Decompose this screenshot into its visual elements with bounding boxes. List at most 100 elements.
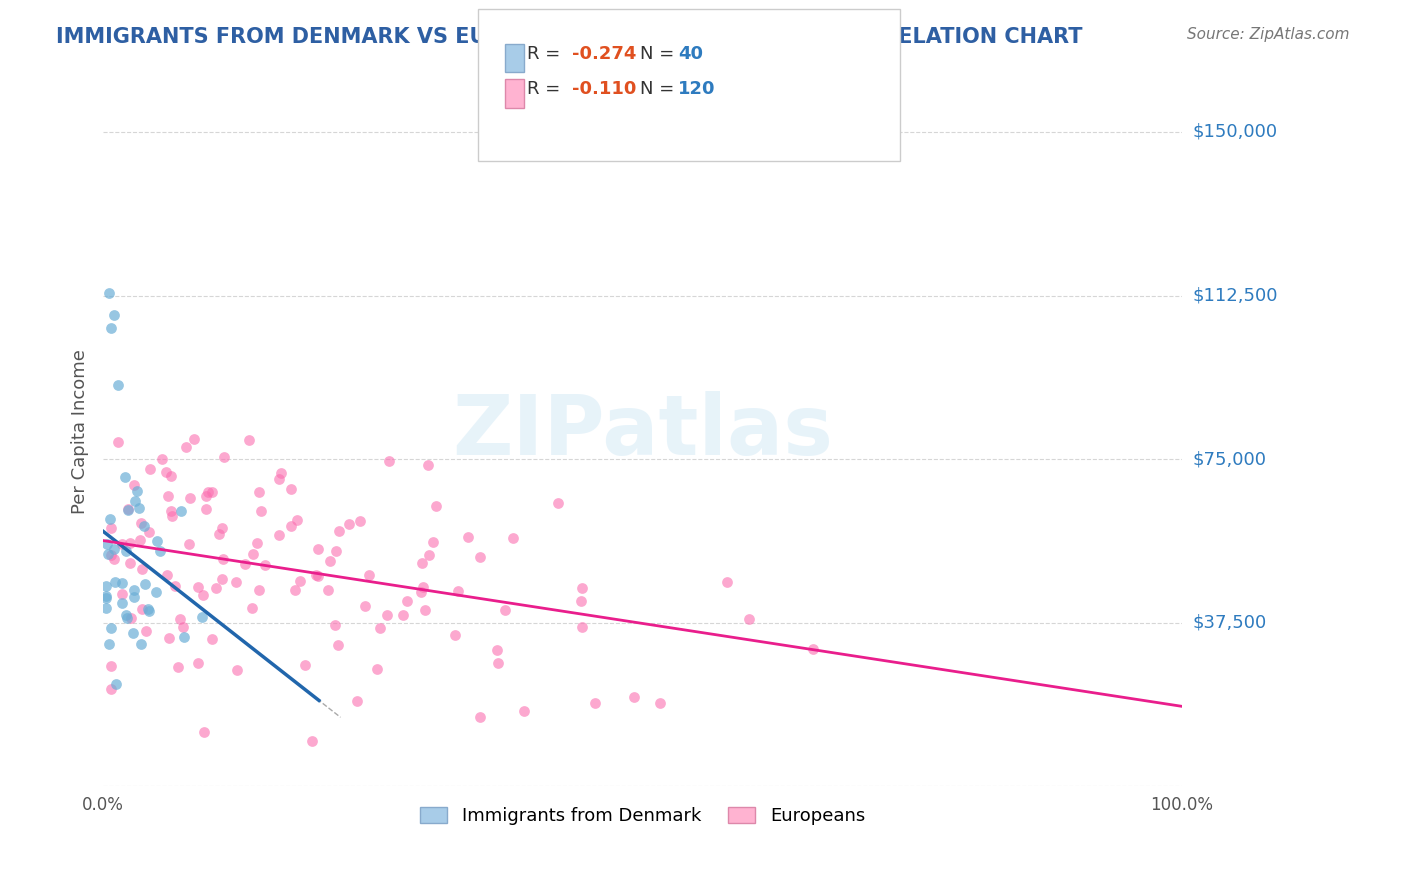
Point — [100, 622, 122, 636]
Point — [115, 610, 138, 624]
Point — [337, 517, 360, 532]
Point — [120, 610, 142, 624]
Point — [172, 619, 194, 633]
Point — [197, 485, 219, 500]
Point — [502, 532, 524, 546]
Point — [305, 568, 328, 582]
Text: R =: R = — [527, 45, 567, 62]
Point — [96, 591, 118, 605]
Point — [316, 582, 339, 597]
Point — [238, 433, 260, 447]
Text: Source: ZipAtlas.com: Source: ZipAtlas.com — [1187, 27, 1350, 42]
Point — [114, 470, 136, 484]
Point — [186, 580, 208, 594]
Point — [288, 574, 311, 588]
Point — [200, 484, 222, 499]
Point — [280, 482, 302, 496]
Point — [425, 499, 447, 513]
Point — [111, 576, 134, 591]
Point — [127, 483, 149, 498]
Point — [650, 696, 672, 710]
Point — [486, 656, 509, 670]
Text: $150,000: $150,000 — [1192, 123, 1278, 141]
Point — [328, 524, 350, 539]
Point — [128, 501, 150, 516]
Point — [122, 625, 145, 640]
Point — [96, 600, 118, 615]
Point — [242, 547, 264, 561]
Point — [193, 588, 215, 602]
Point — [159, 504, 181, 518]
Point — [100, 659, 122, 673]
Point — [187, 656, 209, 670]
Point — [225, 663, 247, 677]
Point — [470, 710, 492, 724]
Point — [157, 631, 180, 645]
Text: N =: N = — [640, 80, 679, 98]
Point — [301, 734, 323, 748]
Point — [131, 602, 153, 616]
Point — [179, 537, 201, 551]
Text: R =: R = — [527, 80, 567, 98]
Point — [173, 630, 195, 644]
Point — [191, 610, 214, 624]
Point — [122, 590, 145, 604]
Point — [165, 579, 187, 593]
Point — [150, 452, 173, 467]
Text: N =: N = — [640, 45, 679, 62]
Point — [547, 496, 569, 510]
Point — [267, 473, 290, 487]
Point — [145, 584, 167, 599]
Point — [396, 594, 419, 608]
Point — [205, 581, 228, 595]
Point — [183, 432, 205, 446]
Point — [134, 576, 156, 591]
Point — [138, 525, 160, 540]
Point — [468, 550, 491, 565]
Point — [100, 321, 122, 335]
Point — [494, 603, 516, 617]
Point — [307, 541, 329, 556]
Point — [100, 549, 122, 563]
Point — [146, 534, 169, 549]
Point — [375, 607, 398, 622]
Point — [124, 494, 146, 508]
Point — [136, 602, 159, 616]
Point — [270, 467, 292, 481]
Point — [443, 628, 465, 642]
Point — [135, 624, 157, 638]
Point — [346, 694, 368, 708]
Text: $37,500: $37,500 — [1192, 614, 1267, 632]
Point — [513, 704, 536, 718]
Point — [107, 378, 129, 392]
Point — [211, 520, 233, 534]
Text: $112,500: $112,500 — [1192, 286, 1278, 304]
Point — [307, 569, 329, 583]
Point — [131, 562, 153, 576]
Point — [107, 434, 129, 449]
Point — [247, 484, 270, 499]
Point — [392, 607, 415, 622]
Text: IMMIGRANTS FROM DENMARK VS EUROPEAN PER CAPITA INCOME CORRELATION CHART: IMMIGRANTS FROM DENMARK VS EUROPEAN PER … — [56, 27, 1083, 46]
Point — [96, 537, 118, 551]
Point — [97, 547, 120, 561]
Point — [716, 574, 738, 589]
Text: -0.110: -0.110 — [572, 80, 637, 98]
Point — [129, 516, 152, 530]
Point — [447, 584, 470, 599]
Point — [326, 639, 349, 653]
Point — [96, 589, 118, 603]
Point — [98, 512, 121, 526]
Point — [115, 608, 138, 623]
Point — [155, 567, 177, 582]
Point — [325, 544, 347, 558]
Point — [122, 477, 145, 491]
Point — [366, 662, 388, 676]
Point — [193, 725, 215, 739]
Text: $75,000: $75,000 — [1192, 450, 1267, 468]
Point — [110, 596, 132, 610]
Point — [111, 587, 134, 601]
Point — [357, 568, 380, 582]
Point — [240, 601, 263, 615]
Point — [457, 531, 479, 545]
